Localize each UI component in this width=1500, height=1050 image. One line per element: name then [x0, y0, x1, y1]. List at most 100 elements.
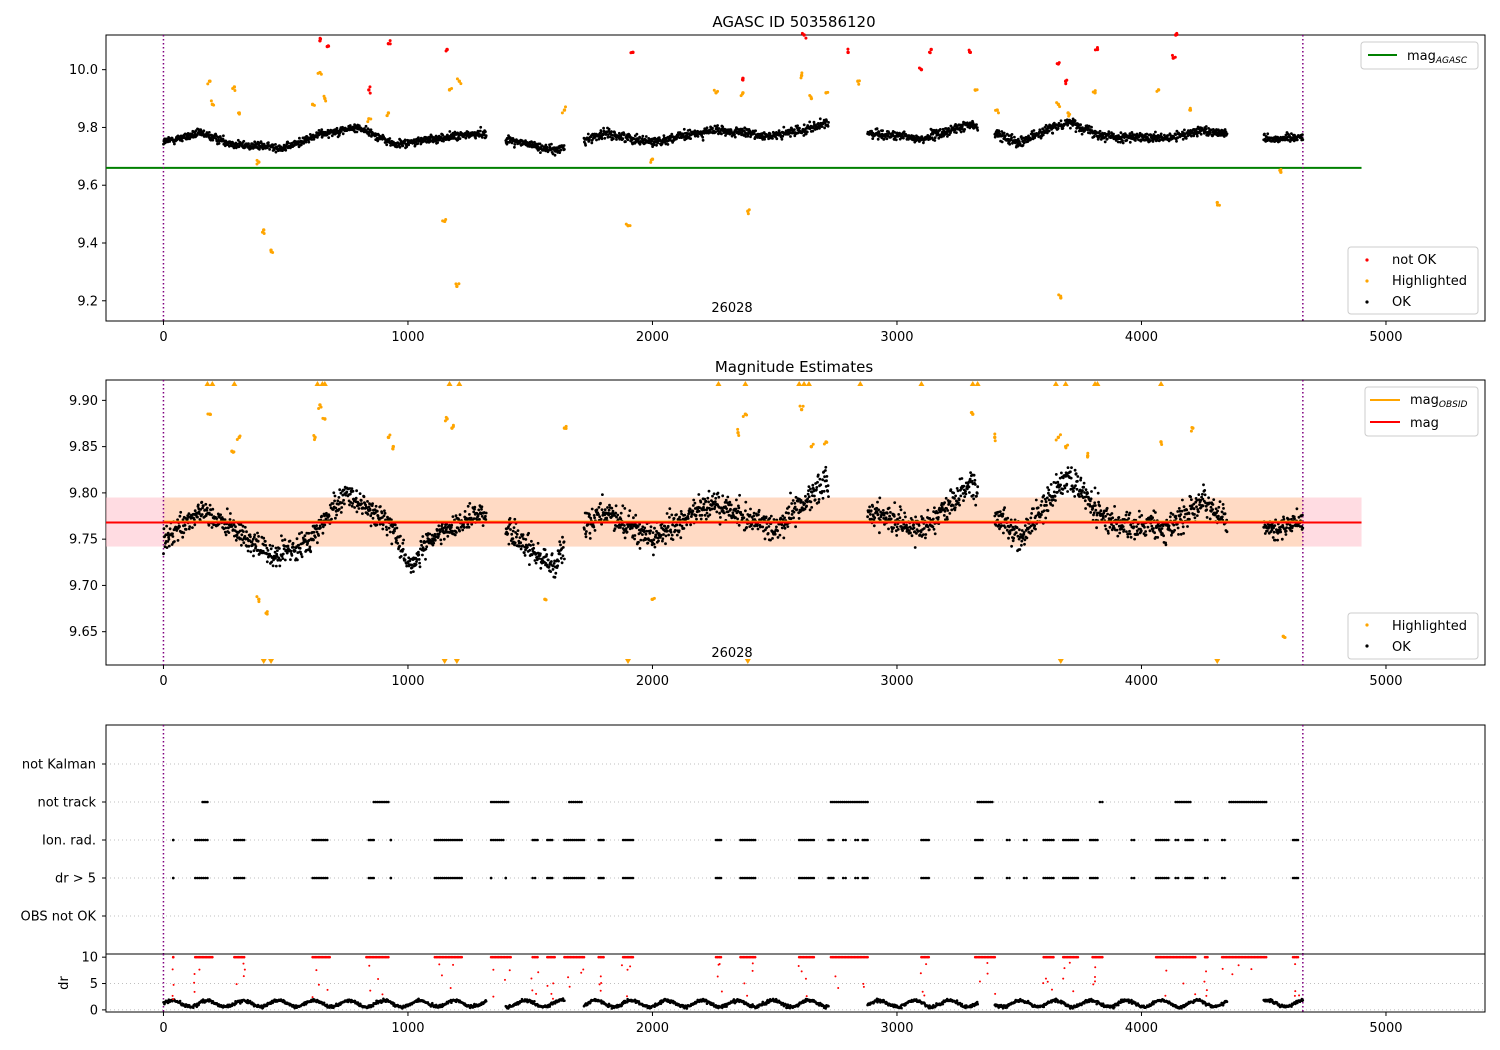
agasc-ok-point [258, 147, 261, 151]
mag-ok-point [401, 547, 405, 551]
mag-ok-point [1058, 489, 1061, 492]
agasc-highlighted-point [322, 94, 326, 98]
mag-ok-point [278, 564, 282, 568]
agasc-ok-point [775, 137, 779, 141]
mag-ok-point [509, 528, 512, 531]
agasc-ok-point [938, 127, 942, 131]
agasc-ok-point [327, 136, 331, 140]
agasc-ok-point [1175, 139, 1178, 143]
mag-ok-point [271, 564, 275, 568]
mag-ok-point [916, 529, 920, 533]
mag-ok-point [809, 487, 812, 491]
mag-ok-point [508, 517, 512, 520]
mag-ok-point [599, 517, 603, 521]
mag-ok-point [1007, 536, 1010, 540]
mag-ok-point [511, 529, 515, 533]
agasc-highlighted-point [385, 114, 389, 118]
mag-ok-point [712, 492, 716, 496]
mag-ok-point [1075, 487, 1079, 491]
mag-ok-point [393, 529, 396, 533]
mag-ok-point [724, 498, 728, 502]
agasc-ok-point [753, 136, 757, 139]
mag-ok-point [677, 529, 681, 533]
mag-ok-point [957, 498, 961, 502]
mag-ok-point [1054, 473, 1058, 476]
mag-ok-point [369, 524, 373, 528]
agasc-xtick-label: 1000 [391, 330, 424, 345]
mag-ok-point [336, 499, 340, 503]
mag-ok-point [611, 509, 615, 513]
agasc-ok-point [448, 130, 452, 133]
mag-ok-point [703, 513, 707, 517]
mag-ok-point [1090, 490, 1093, 493]
mag-ok-point [351, 489, 355, 493]
mag-ok-point [592, 525, 596, 529]
agasc-highlighted-point [316, 71, 320, 75]
mag-ok-point [715, 510, 719, 514]
mag-ok-point [340, 506, 344, 509]
mag-ok-point [949, 488, 953, 492]
agasc-ok-point [544, 143, 548, 147]
mag-ok-point [898, 505, 902, 508]
mag-ok-point [903, 511, 906, 515]
mag-ok-point [625, 530, 629, 534]
mag-ok-point [1099, 509, 1103, 513]
mag-ok-point [167, 544, 171, 548]
mag-ok-point [545, 553, 549, 556]
mag-ok-point [1074, 484, 1077, 487]
agasc-ok-point [682, 127, 686, 131]
mag-ok-point [1082, 481, 1086, 485]
mag-ok-point [182, 531, 186, 535]
mag-ok-point [1033, 524, 1037, 528]
mag-ok-point [697, 493, 701, 496]
mag-ok-point [432, 541, 436, 545]
agasc-highlighted-point [857, 82, 861, 86]
agasc-ok-point [1151, 140, 1155, 143]
agasc-not-ok-point [846, 51, 850, 55]
mag-ok-point [721, 494, 725, 498]
mag-ok-point [412, 570, 415, 573]
mag-ok-point [1053, 494, 1057, 498]
mag-ok-point [670, 533, 674, 537]
agasc-not-ok-point [327, 44, 331, 48]
agasc-ok-point [1190, 134, 1193, 138]
agasc-ok-point [513, 145, 516, 149]
agasc-ok-point [624, 140, 627, 144]
mag-ok-point [884, 516, 888, 520]
mag-ok-point [666, 529, 669, 533]
mag-ok-point [549, 570, 553, 573]
mag-ok-point [714, 496, 718, 500]
mag-ok-point [437, 524, 441, 528]
panel-agasc-title: AGASC ID 503586120 [712, 13, 875, 31]
mag-ok-point [1003, 506, 1006, 510]
agasc-ok-point [638, 135, 641, 139]
mag-ok-point [661, 537, 665, 541]
agasc-highlighted-point [712, 88, 716, 92]
mag-ok-point [467, 525, 471, 529]
agasc-highlighted-point [366, 120, 370, 124]
mag-ok-point [1060, 471, 1063, 475]
mag-ok-point [895, 525, 899, 529]
agasc-ok-point [808, 120, 812, 124]
agasc-ok-point [553, 153, 557, 157]
agasc-ok-point [478, 129, 482, 133]
mag-ok-point [374, 504, 378, 508]
mag-ok-point [395, 539, 398, 542]
mag-ok-point [401, 541, 405, 545]
mag-ok-point [339, 511, 343, 514]
agasc-ok-point [798, 126, 801, 130]
agasc-not-ok-point [1093, 48, 1097, 52]
mag-ok-point [478, 518, 481, 521]
mag-ok-point [507, 542, 511, 546]
mag-ok-point [314, 535, 317, 539]
mag-ok-point [342, 498, 345, 502]
mag-ok-point [249, 535, 252, 539]
agasc-not-ok-point [741, 78, 745, 82]
agasc-ok-point [1105, 137, 1109, 141]
mag-ok-point [1039, 503, 1043, 507]
mag-ok-point [691, 509, 695, 513]
agasc-ok-point [656, 141, 660, 145]
mag-ok-point [967, 485, 971, 489]
agasc-highlighted-point [262, 231, 266, 235]
mag-ok-point [664, 534, 668, 538]
